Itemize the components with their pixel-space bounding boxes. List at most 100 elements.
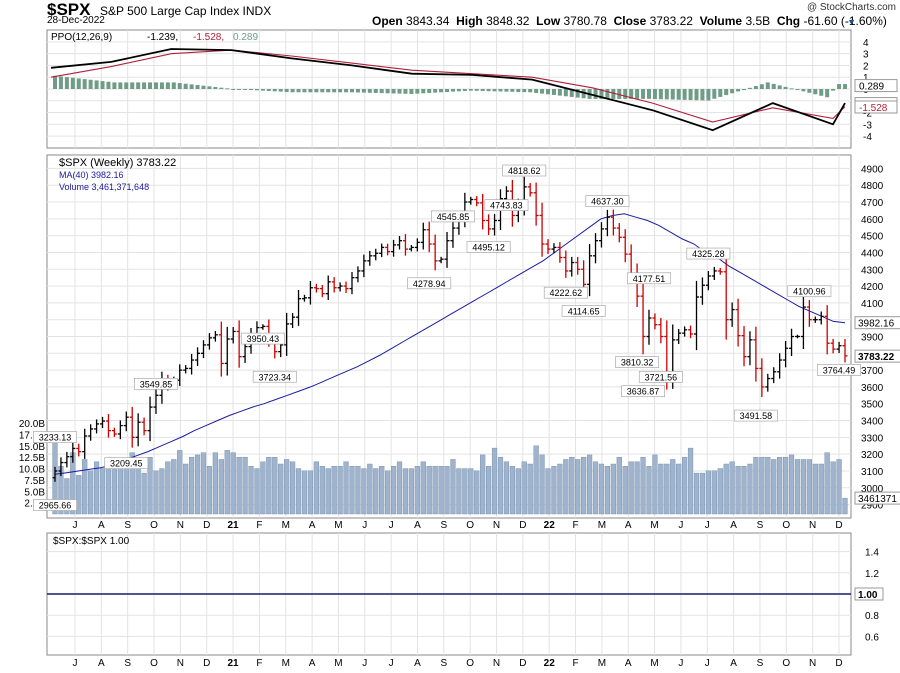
price-annotation: 4278.94 bbox=[413, 279, 446, 289]
price-bar bbox=[717, 267, 723, 275]
price-bar bbox=[379, 243, 385, 258]
ppo-histogram-bar bbox=[783, 86, 788, 89]
ppo-value-tag bbox=[854, 79, 898, 93]
ppo-histogram-bar bbox=[76, 78, 81, 89]
ppo-histogram-bar bbox=[284, 89, 289, 92]
price-bar bbox=[414, 238, 420, 252]
price-annotation-box bbox=[638, 371, 683, 383]
ppo-histogram-bar bbox=[302, 89, 307, 93]
ppo-histogram-bar bbox=[747, 87, 752, 89]
volume-y-tick-label: 17.5B bbox=[19, 430, 45, 441]
volume-bar bbox=[343, 461, 349, 515]
price-bar bbox=[753, 326, 759, 382]
volume-bar bbox=[765, 456, 771, 515]
volume-bar bbox=[836, 459, 842, 515]
relative-x-tick-label: A bbox=[309, 658, 316, 669]
volume-bar bbox=[129, 452, 135, 515]
ppo-histogram-bar bbox=[165, 82, 170, 89]
volume-bar bbox=[747, 463, 753, 515]
relative-x-tick-label: J bbox=[73, 658, 78, 669]
price-annotation: 3723.34 bbox=[259, 372, 292, 382]
low-label: Low bbox=[536, 14, 561, 28]
volume-bar bbox=[634, 461, 640, 515]
ppo-histogram-bar bbox=[361, 89, 366, 93]
ppo-histogram-bar bbox=[801, 89, 806, 92]
price-bar bbox=[117, 420, 123, 440]
price-bar bbox=[319, 285, 325, 298]
price-bar bbox=[545, 239, 551, 255]
price-annotation: 4495.12 bbox=[472, 242, 505, 252]
price-bar bbox=[587, 244, 593, 297]
price-annotation-box bbox=[787, 285, 832, 298]
relative-x-tick-label: M bbox=[598, 658, 606, 669]
ppo-value-tag bbox=[854, 100, 898, 114]
volume-bar bbox=[200, 452, 207, 515]
open-label: Open bbox=[372, 14, 403, 28]
volume-bar bbox=[373, 468, 379, 515]
ppo-histogram-bar bbox=[243, 89, 248, 90]
volume-bar bbox=[355, 466, 361, 515]
relative-x-tick-label: A bbox=[730, 658, 737, 669]
price-bar bbox=[432, 234, 438, 271]
price-x-tick-label: F bbox=[256, 520, 262, 531]
volume-bar bbox=[414, 466, 420, 515]
ppo-histogram-bar bbox=[456, 89, 461, 92]
volume-bar bbox=[527, 463, 533, 515]
volume-bar bbox=[693, 472, 700, 515]
price-annotation: 4743.83 bbox=[490, 201, 523, 211]
price-x-tick-label: J bbox=[362, 520, 367, 531]
price-x-tick-label: J bbox=[705, 520, 710, 531]
volume-bar bbox=[480, 454, 486, 515]
volume-bar bbox=[604, 466, 611, 515]
price-bar bbox=[622, 229, 628, 263]
price-annotation-box bbox=[431, 210, 475, 223]
ppo-histogram-bar bbox=[249, 89, 254, 90]
price-annotation: 4818.62 bbox=[508, 166, 541, 176]
ppo-histogram-bar bbox=[379, 89, 384, 94]
price-bar bbox=[397, 236, 403, 250]
volume-bar bbox=[379, 466, 385, 515]
price-bar bbox=[111, 427, 117, 437]
price-bar bbox=[610, 209, 616, 236]
volume-bar bbox=[729, 461, 735, 515]
price-x-tick-label: O bbox=[466, 520, 474, 531]
volume-bar bbox=[432, 466, 438, 515]
volume-bar bbox=[385, 470, 391, 515]
triangle-down-icon[interactable]: ▼ bbox=[847, 17, 856, 27]
volume-bar bbox=[699, 472, 706, 515]
volume-value-tag-text: 3461371 bbox=[858, 494, 897, 505]
volume-bar bbox=[622, 466, 628, 515]
ppo-value-tag-text: -1.528 bbox=[859, 103, 888, 114]
volume-bar bbox=[818, 463, 824, 515]
ppo-histogram-bar bbox=[646, 89, 651, 99]
price-bar bbox=[468, 196, 474, 205]
ppo-histogram-bar bbox=[58, 76, 63, 89]
ppo-histogram-bar bbox=[599, 89, 604, 99]
ppo-histogram-bar bbox=[652, 89, 657, 100]
volume-bar bbox=[646, 466, 652, 515]
price-annotation-box bbox=[615, 356, 660, 368]
volume-bar bbox=[557, 463, 563, 515]
ppo-histogram-bar bbox=[540, 89, 545, 94]
ppo-histogram-bar bbox=[130, 82, 135, 89]
price-bar bbox=[486, 214, 492, 236]
price-bar bbox=[88, 424, 94, 441]
ppo-histogram-bar bbox=[177, 83, 182, 89]
ppo-histogram-bar bbox=[421, 89, 426, 94]
price-bar bbox=[818, 311, 824, 325]
ppo-histogram-bar bbox=[807, 89, 812, 93]
ppo-y-tick-label: -4 bbox=[863, 132, 872, 143]
ppo-histogram-bar bbox=[112, 82, 117, 89]
price-annotation-box bbox=[686, 247, 731, 260]
price-bar bbox=[450, 220, 456, 248]
ppo-histogram-bar bbox=[290, 89, 295, 93]
price-annotation: 3721.56 bbox=[645, 372, 678, 382]
price-annotation: 3764.49 bbox=[823, 365, 856, 375]
ppo-legend-prefix: PPO(12,26,9) bbox=[51, 32, 112, 43]
volume-bar bbox=[272, 456, 278, 515]
volume-bar bbox=[723, 463, 729, 515]
price-bar bbox=[474, 196, 480, 207]
ppo-histogram-bar bbox=[445, 89, 450, 92]
price-annotation-box bbox=[104, 457, 149, 470]
price-bar bbox=[183, 365, 189, 374]
